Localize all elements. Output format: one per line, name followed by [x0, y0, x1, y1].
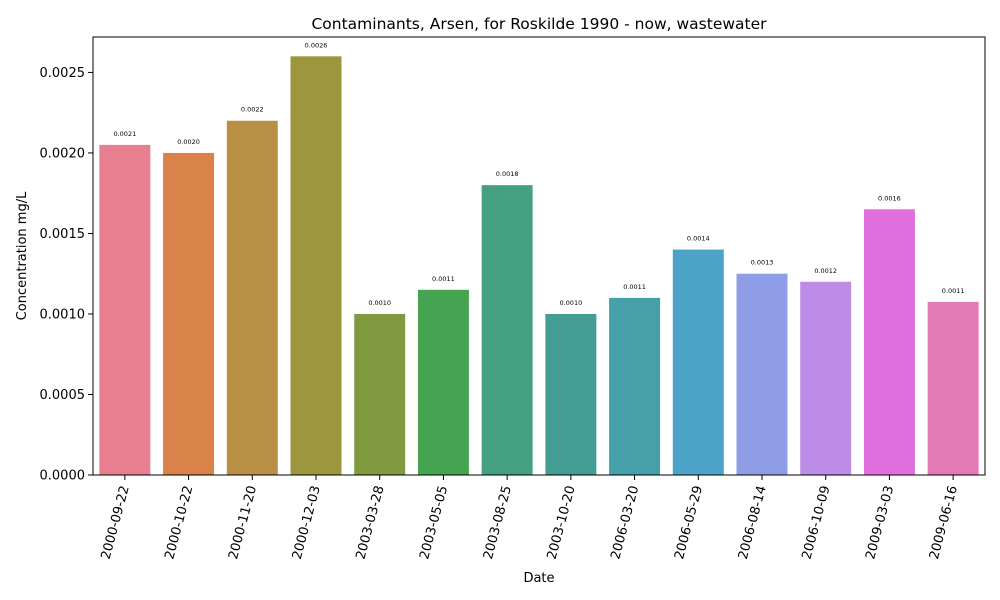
- x-tick-label-2009-03-03: 2009-03-03: [863, 484, 897, 561]
- data-label-2000-12-03: 0.0026: [305, 41, 328, 49]
- data-label-2006-10-09: 0.0012: [814, 267, 837, 275]
- y-tick-label: 0.0010: [40, 307, 86, 322]
- data-label-2000-10-22: 0.0020: [177, 138, 200, 146]
- bar-2000-11-20: [226, 120, 278, 475]
- x-tick-label-2003-05-05: 2003-05-05: [417, 484, 451, 561]
- y-tick-label: 0.0020: [40, 146, 86, 161]
- x-axis: 2000-09-22 2000-10-22 2000-11-20 2000-12-03…: [99, 475, 961, 561]
- data-label-2009-06-16: 0.0011: [942, 287, 965, 295]
- data-label-2006-05-29: 0.0014: [687, 235, 710, 243]
- bar-2000-10-22: [163, 152, 215, 476]
- bar-2006-10-09: [800, 281, 852, 475]
- x-tick-label-2000-10-22: 2000-10-22: [162, 484, 196, 561]
- chart-title: Contaminants, Arsen, for Roskilde 1990 -…: [311, 15, 767, 33]
- x-tick-label-2006-05-29: 2006-05-29: [672, 484, 706, 561]
- data-label-2009-03-03: 0.0016: [878, 194, 901, 202]
- x-tick-label-2000-12-03: 2000-12-03: [290, 484, 324, 561]
- x-axis-label: Date: [523, 571, 554, 586]
- y-axis: 0.0000 0.0005 0.0010 0.0015 0.0020 0.0025: [40, 66, 93, 484]
- bar-2003-10-20: [545, 313, 597, 475]
- y-tick-label: 0.0025: [40, 66, 86, 81]
- data-label-2006-03-20: 0.0011: [623, 283, 646, 291]
- y-tick-label: 0.0005: [40, 388, 86, 403]
- data-label-2000-11-20: 0.0022: [241, 106, 264, 114]
- bar-2009-03-03: [863, 209, 915, 476]
- x-tick-label-2006-10-09: 2006-10-09: [800, 484, 834, 561]
- plot-frame: [92, 36, 986, 476]
- x-tick-label-2000-09-22: 2000-09-22: [99, 484, 133, 561]
- data-label-2006-08-14: 0.0013: [751, 259, 774, 267]
- data-label-2000-09-22: 0.0021: [113, 130, 136, 138]
- x-tick-label-2003-08-25: 2003-08-25: [481, 484, 515, 561]
- bar-2003-03-28: [354, 313, 406, 475]
- data-label-2003-05-05: 0.0011: [432, 275, 455, 283]
- bar-2000-09-22: [99, 144, 151, 475]
- x-tick-label-2006-08-14: 2006-08-14: [736, 484, 770, 561]
- x-tick-label-2003-03-28: 2003-03-28: [354, 484, 388, 561]
- y-tick-label: 0.0015: [40, 227, 86, 242]
- x-tick-label-2009-06-16: 2009-06-16: [927, 484, 961, 561]
- x-tick-label-2000-11-20: 2000-11-20: [226, 484, 260, 561]
- x-tick-label-2003-10-20: 2003-10-20: [545, 484, 579, 561]
- y-tick-label: 0.0000: [40, 469, 86, 484]
- bar-2006-05-29: [672, 249, 724, 475]
- bar-2000-12-03: [290, 56, 342, 476]
- bar-2003-05-05: [417, 289, 469, 475]
- data-label-2003-08-25: 0.0018: [496, 170, 519, 178]
- data-label-2003-03-28: 0.0010: [368, 299, 391, 307]
- bar-2009-06-16: [927, 301, 979, 475]
- data-labels-group: 0.0021 0.0020 0.0022 0.0026 0.0010 0.0011 0.00…: [113, 41, 964, 307]
- y-axis-label: Concentration mg/L: [15, 191, 30, 320]
- bar-2006-08-14: [736, 273, 788, 475]
- bars-group: [99, 56, 979, 476]
- data-label-2003-10-20: 0.0010: [559, 299, 582, 307]
- x-tick-label-2006-03-20: 2006-03-20: [608, 484, 642, 561]
- bar-2003-08-25: [481, 185, 533, 475]
- bar-2006-03-20: [609, 297, 661, 475]
